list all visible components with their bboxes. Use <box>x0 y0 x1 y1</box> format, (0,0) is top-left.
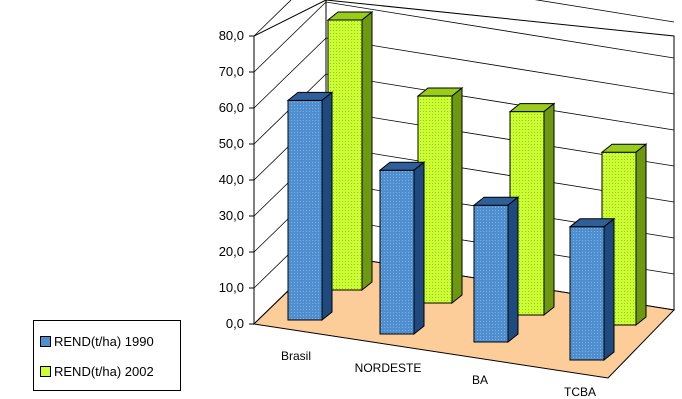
gridline <box>253 0 675 37</box>
y-tick-label: 60,0 <box>219 100 244 115</box>
legend-swatch-1990 <box>40 336 51 348</box>
y-tick-label: 70,0 <box>219 64 244 79</box>
y-tick-label: 0,0 <box>226 316 244 331</box>
x-axis-labels: Brasil NORDESTE BA TCBA <box>281 349 596 399</box>
bar-front-face <box>327 19 363 291</box>
bar-1990-tcba <box>568 217 616 362</box>
legend-label-2002: REND(t/ha) 2002 <box>54 364 154 379</box>
gridline <box>253 1 675 73</box>
bar-1990-nordeste <box>378 161 426 336</box>
y-tick-label: 50,0 <box>219 136 244 151</box>
bar-side-face <box>321 91 333 322</box>
legend: REND(t/ha) 1990 REND(t/ha) 2002 <box>33 320 181 391</box>
bar-front-face <box>569 226 605 361</box>
bar-side-face <box>635 143 647 327</box>
legend-item-2002: REND(t/ha) 2002 <box>40 364 154 380</box>
bar-side-face <box>603 217 615 362</box>
bar-2002-brasil <box>326 10 374 292</box>
bar-2002-nordeste <box>416 86 464 305</box>
x-label-tcba: TCBA <box>564 385 596 399</box>
bars <box>286 10 648 362</box>
gridline <box>253 37 675 109</box>
bar-1990-ba <box>472 196 520 344</box>
legend-label-1990: REND(t/ha) 1990 <box>54 334 154 349</box>
y-tick-label: 20,0 <box>219 244 244 259</box>
bar-side-face <box>543 102 555 317</box>
bar-side-face <box>507 196 519 344</box>
y-tick-label: 40,0 <box>219 172 244 187</box>
legend-item-1990: REND(t/ha) 1990 <box>40 334 154 350</box>
bar-front-face <box>379 169 415 335</box>
bar-1990-brasil <box>286 91 334 322</box>
bar-front-face <box>287 99 323 321</box>
bar-side-face <box>451 86 463 305</box>
bar-front-face <box>473 204 509 343</box>
x-label-brasil: Brasil <box>281 349 311 363</box>
legend-swatch-2002 <box>40 366 51 378</box>
x-label-nordeste: NORDESTE <box>355 361 422 375</box>
bar-side-face <box>361 10 373 292</box>
x-label-ba: BA <box>472 373 488 387</box>
y-tick-label: 10,0 <box>219 280 244 295</box>
y-axis-ticks: 0,0 10,0 20,0 30,0 40,0 50,0 60,0 70,0 80,0 <box>219 28 254 331</box>
y-tick-label: 30,0 <box>219 208 244 223</box>
y-tick-label: 80,0 <box>219 28 244 43</box>
bar-side-face <box>413 161 425 336</box>
gridline <box>253 73 675 145</box>
